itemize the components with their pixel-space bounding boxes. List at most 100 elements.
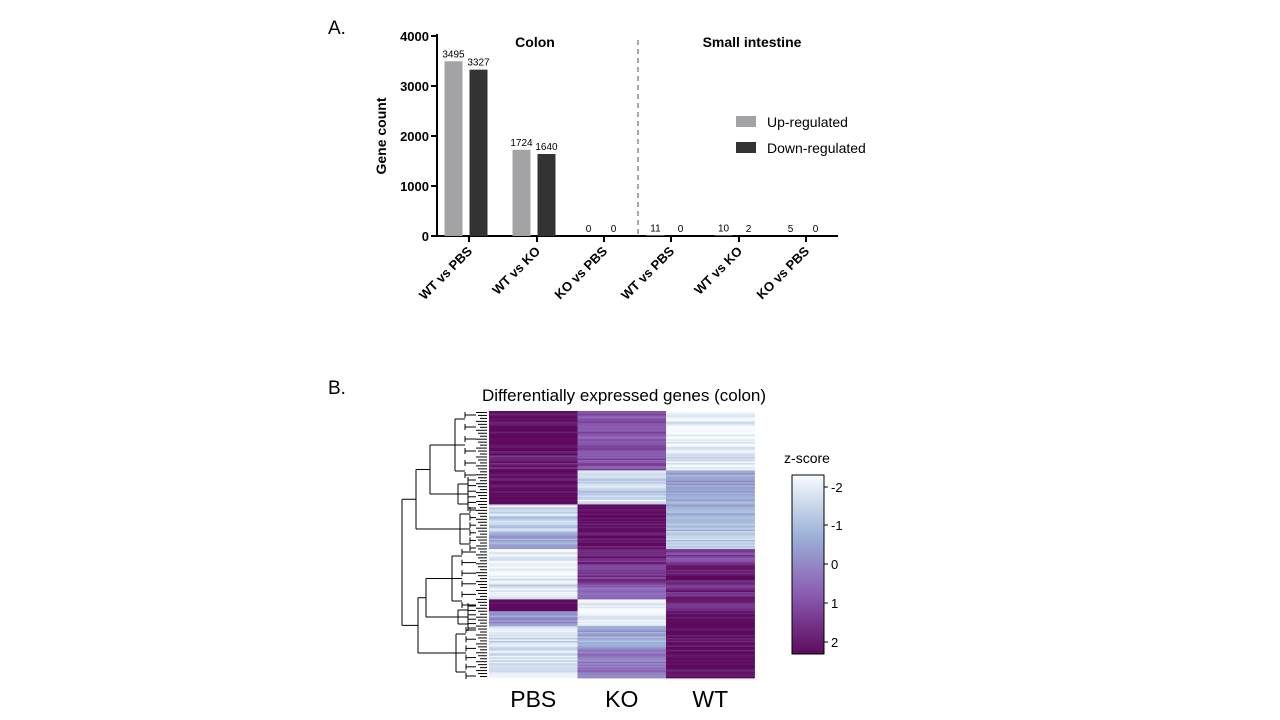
heatmap-cell xyxy=(577,482,667,485)
heatmap-cell xyxy=(666,427,755,430)
heatmap-cell xyxy=(577,495,667,498)
heatmap-cell xyxy=(666,482,755,485)
heatmap-cell xyxy=(666,544,755,547)
heatmap-cell xyxy=(577,596,667,599)
colorbar-tick-label: 2 xyxy=(831,635,838,650)
heatmap-cell xyxy=(577,621,667,624)
heatmap-cell xyxy=(489,532,578,535)
heatmap-cell xyxy=(489,514,578,517)
heatmap-cell xyxy=(577,667,667,670)
heatmap-cell xyxy=(666,470,755,473)
heatmap-cell xyxy=(666,424,755,427)
heatmap-cell xyxy=(489,413,578,416)
heatmap-cell xyxy=(577,479,667,482)
heatmap-cell xyxy=(666,419,755,422)
heatmap-cell xyxy=(577,669,667,671)
heatmap-cell xyxy=(577,550,667,553)
heatmap-cell xyxy=(666,540,755,542)
heatmap-cell xyxy=(666,535,755,538)
heatmap-cell xyxy=(489,508,578,511)
heatmap-cell xyxy=(577,500,667,502)
heatmap-cell xyxy=(489,501,578,504)
heatmap-cell xyxy=(489,634,578,637)
heatmap-cell xyxy=(489,470,578,473)
heatmap-cell xyxy=(489,446,578,449)
heatmap-cell xyxy=(666,669,755,671)
heatmap-cell xyxy=(577,630,667,633)
heatmap-cell xyxy=(577,455,667,458)
heatmap-cell xyxy=(489,557,578,560)
heatmap-cell xyxy=(577,615,667,618)
heatmap-cell xyxy=(489,632,578,634)
heatmap-cell xyxy=(666,580,755,582)
heatmap-cell xyxy=(577,556,667,559)
heatmap-cell xyxy=(666,531,755,534)
heatmap-cell xyxy=(489,580,578,582)
heatmap-cell xyxy=(666,583,755,585)
heatmap-cell xyxy=(577,508,667,511)
heatmap-cell xyxy=(577,587,667,590)
heatmap-cell xyxy=(577,433,667,436)
heatmap-cell xyxy=(489,646,578,649)
dendrogram xyxy=(401,411,487,679)
heatmap-cell xyxy=(666,511,755,514)
heatmap-cell xyxy=(489,473,578,476)
heatmap-cell xyxy=(577,577,667,580)
heatmap-cell xyxy=(666,556,755,559)
heatmap-cell xyxy=(489,482,578,485)
heatmap-cell xyxy=(666,648,755,651)
heatmap-cell xyxy=(489,562,578,565)
heatmap-cell xyxy=(489,590,578,593)
heatmap-cell xyxy=(577,614,667,617)
heatmap-cell xyxy=(489,639,578,642)
heatmap-cell xyxy=(577,422,667,425)
heatmap-cell xyxy=(577,586,667,588)
heatmap-cell xyxy=(666,516,755,519)
heatmap-cell xyxy=(489,486,578,489)
heatmap-cell xyxy=(489,670,578,673)
heatmap-cell xyxy=(489,474,578,477)
heatmap-cell xyxy=(666,611,755,614)
heatmap-cell xyxy=(489,627,578,630)
heatmap-cell xyxy=(489,544,578,547)
heatmap-cell xyxy=(666,639,755,642)
heatmap-cell xyxy=(666,526,755,529)
heatmap-cell xyxy=(577,602,667,605)
heatmap-cell xyxy=(489,655,578,658)
y-tick-label: 1000 xyxy=(400,179,429,194)
heatmap-cell xyxy=(489,554,578,557)
heatmap-cell xyxy=(577,502,667,505)
heatmap-cell xyxy=(489,480,578,483)
heatmap-cell xyxy=(489,658,578,661)
heatmap-cell xyxy=(666,445,755,447)
heatmap-cell xyxy=(577,672,667,674)
heatmap-cell xyxy=(489,661,578,664)
heatmap-cell xyxy=(577,413,667,416)
x-tick-label: WT vs PBS xyxy=(416,243,475,302)
heatmap-cell xyxy=(666,433,755,436)
heatmap-cell xyxy=(489,614,578,617)
heatmap-cell xyxy=(577,640,667,643)
heatmap-cell xyxy=(577,651,667,654)
heatmap-cell xyxy=(489,477,578,480)
heatmap-cell xyxy=(577,431,667,434)
heatmap-cell xyxy=(577,507,667,510)
heatmap-cell xyxy=(489,556,578,559)
heatmap-cell xyxy=(489,575,578,578)
heatmap-cell xyxy=(666,541,755,544)
heatmap-cell xyxy=(489,415,578,418)
heatmap-cell xyxy=(489,531,578,534)
heatmap-cell xyxy=(489,591,578,594)
heatmap-cell xyxy=(666,670,755,673)
heatmap-cell xyxy=(489,643,578,646)
heatmap-cell xyxy=(489,673,578,676)
heatmap-cell xyxy=(666,627,755,630)
heatmap-cell xyxy=(666,413,755,416)
heatmap-cell xyxy=(489,431,578,434)
heatmap-cell xyxy=(666,474,755,477)
x-tick-label: WT vs PBS xyxy=(618,243,677,302)
heatmap-cell xyxy=(666,617,755,620)
heatmap-cell xyxy=(577,547,667,550)
heatmap-cell xyxy=(666,654,755,657)
heatmap-cell xyxy=(489,672,578,674)
